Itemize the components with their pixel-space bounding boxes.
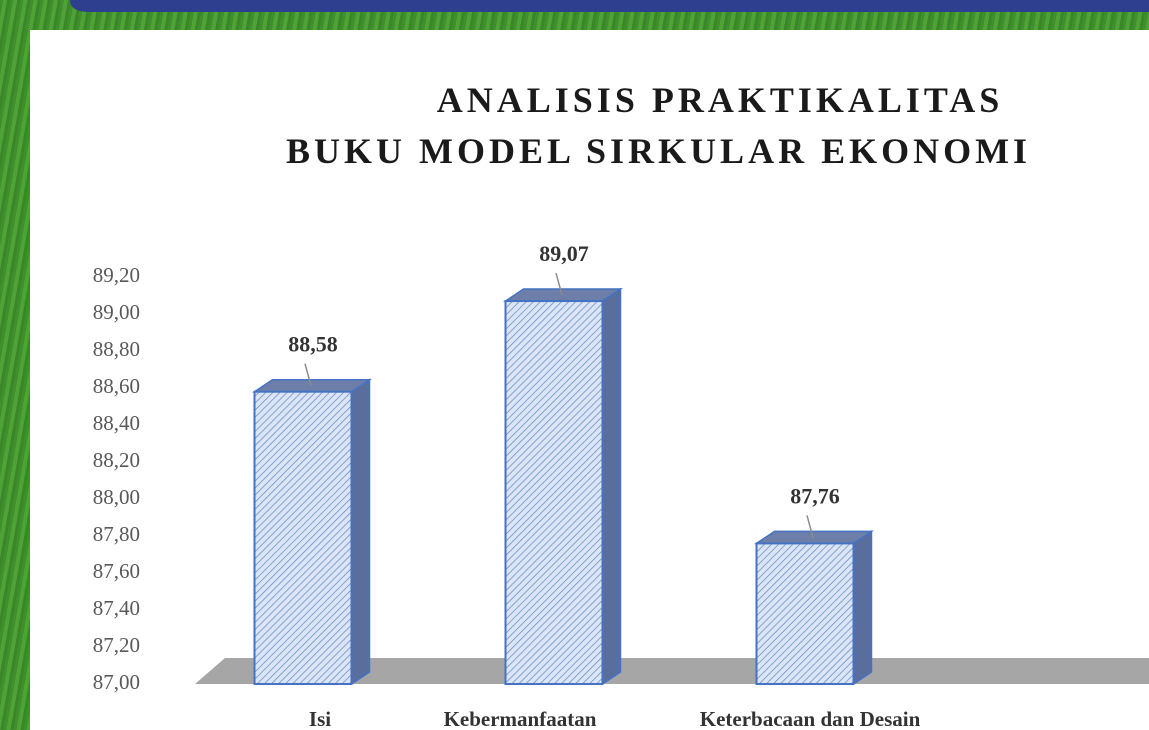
- leader-line: [555, 272, 563, 296]
- bar-top: [252, 378, 372, 393]
- bar: [755, 542, 855, 686]
- y-tick-label: 87,00: [93, 670, 140, 694]
- x-tick-label: Kebermanfaatan: [444, 707, 597, 730]
- leader-line: [806, 515, 814, 538]
- y-tick-label: 88,20: [93, 448, 140, 472]
- floor: [195, 658, 1149, 684]
- chart-title: BUKU MODEL SIRKULAR EKONOMI: [286, 131, 1031, 171]
- y-tick-label: 87,80: [93, 522, 140, 546]
- bar-side: [601, 287, 622, 686]
- leader-line: [304, 363, 312, 386]
- y-tick-label: 88,60: [93, 374, 140, 398]
- x-tick-label: Isi: [309, 707, 331, 730]
- bar-top: [754, 530, 874, 545]
- data-label: 87,76: [790, 483, 840, 508]
- bar: [504, 300, 604, 685]
- x-tick-label: Keterbacaan dan Desain: [700, 707, 921, 730]
- bar-side: [350, 378, 371, 686]
- y-tick-label: 88,00: [93, 485, 140, 509]
- bar-top: [503, 288, 623, 302]
- y-tick-label: 88,80: [93, 337, 140, 361]
- bar-side: [852, 529, 873, 686]
- data-label: 89,07: [539, 241, 589, 266]
- y-tick-label: 87,20: [93, 633, 140, 657]
- y-tick-label: 88,40: [93, 411, 140, 435]
- data-label: 88,58: [288, 332, 338, 357]
- chart-title: ANALISIS PRAKTIKALITAS: [437, 80, 1003, 120]
- y-tick-label: 89,20: [93, 263, 140, 287]
- bar: [253, 390, 353, 685]
- y-tick-label: 87,40: [93, 596, 140, 620]
- y-tick-label: 87,60: [93, 559, 140, 583]
- y-tick-label: 89,00: [93, 300, 140, 324]
- banner: [70, 0, 1149, 12]
